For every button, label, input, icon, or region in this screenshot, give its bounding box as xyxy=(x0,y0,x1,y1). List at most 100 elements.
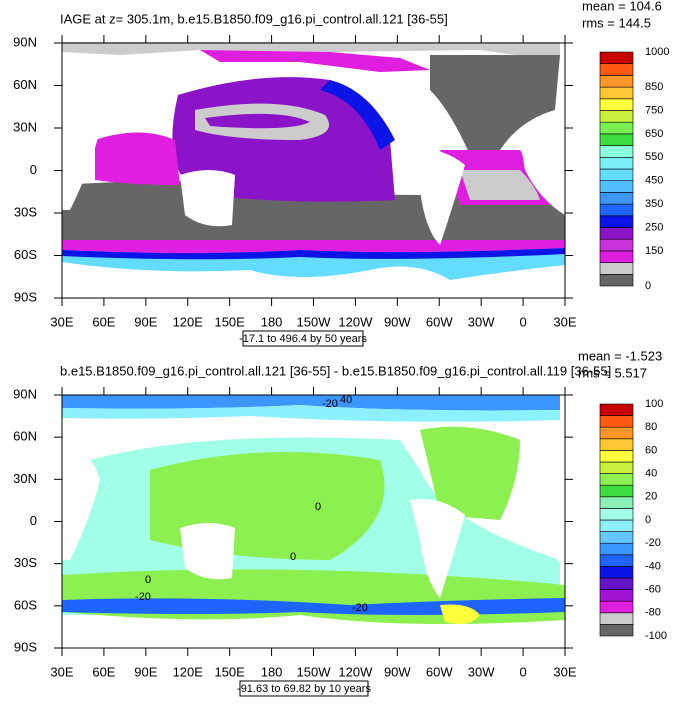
colorbar-tick-label: 80 xyxy=(645,421,657,433)
x-tick-label: 120E xyxy=(173,664,204,679)
colorbar-box xyxy=(599,75,634,88)
contour-label: 0 xyxy=(145,574,151,586)
colorbar-box xyxy=(599,473,634,486)
x-tick-label: 30E xyxy=(50,314,73,329)
arctic xyxy=(62,395,560,411)
colorbar-box xyxy=(599,508,634,521)
colorbar-tick-label: 250 xyxy=(645,221,663,233)
contour-label: -20 xyxy=(322,398,338,410)
colorbar-box xyxy=(599,612,634,625)
y-tick-label: 60N xyxy=(13,429,37,444)
colorbar-box xyxy=(599,519,634,532)
colorbar-box xyxy=(599,600,634,614)
x-tick-label: 180 xyxy=(261,314,283,329)
colorbar-box xyxy=(599,98,634,111)
colorbar-tick-label: -80 xyxy=(645,607,661,619)
colorbar-tick-label: 100 xyxy=(645,398,663,410)
x-tick-label: 60E xyxy=(92,664,115,679)
colorbar-tick-label: 650 xyxy=(645,128,663,140)
contour-label: 0 xyxy=(315,501,321,513)
y-tick-label: 30N xyxy=(13,119,37,134)
colorbar-tick-label: 40 xyxy=(645,468,657,480)
colorbar-box xyxy=(599,484,634,498)
x-tick-label: 90W xyxy=(384,664,411,679)
y-tick-label: 0 xyxy=(30,162,37,177)
colorbar-tick-label: 0 xyxy=(645,514,651,526)
colorbar-box xyxy=(599,168,634,181)
x-tick-label: 90E xyxy=(134,314,157,329)
africa-east xyxy=(62,99,100,210)
x-tick-label: 120E xyxy=(173,314,204,329)
colorbar-tick-label: -100 xyxy=(645,630,667,642)
colorbar-tick-label: 60 xyxy=(645,444,657,456)
colorbar-tick-label: 1000 xyxy=(645,46,669,58)
y-tick-label: 60N xyxy=(13,77,37,92)
x-tick-label: 180 xyxy=(261,664,283,679)
y-tick-label: 90S xyxy=(14,289,37,304)
colorbar-tick-label: -20 xyxy=(645,537,661,549)
colorbar-box xyxy=(599,157,634,170)
map-2: 40 -20 0 0 0 -20 -20 xyxy=(61,394,566,649)
colorbar-tick-label: -60 xyxy=(645,584,661,596)
y-tick-label: 90S xyxy=(14,639,37,654)
mean-text: mean = -1.523 xyxy=(578,348,662,363)
y-tick-label: 0 xyxy=(30,513,37,528)
range-box xyxy=(239,680,369,697)
south-america xyxy=(410,149,465,245)
rms-text: rms = 144.5 xyxy=(582,15,651,30)
x-tick-label: 60E xyxy=(92,314,115,329)
colorbar-box xyxy=(599,203,634,217)
colorbar-box xyxy=(599,192,634,205)
colorbar-box xyxy=(599,415,634,428)
arctic-magenta xyxy=(200,50,430,72)
colorbar-box xyxy=(599,180,634,193)
colorbar-box xyxy=(599,262,634,275)
atlantic-green xyxy=(420,426,520,520)
y-tick-label: 30N xyxy=(13,471,37,486)
x-tick-label: 150E xyxy=(214,314,245,329)
southern-blue xyxy=(62,248,565,260)
atlantic-south-gray xyxy=(460,170,540,200)
colorbar-tick-label: 350 xyxy=(645,198,663,210)
arctic-cyan xyxy=(62,405,560,422)
colorbar-box xyxy=(599,531,634,544)
colorbar-box xyxy=(599,51,634,64)
contour-label: -20 xyxy=(352,602,368,614)
africa-west xyxy=(520,470,565,565)
south-america xyxy=(410,499,465,598)
weddell-yellow xyxy=(440,604,480,624)
colorbar-tick-label: 150 xyxy=(645,245,663,257)
colorbar-box xyxy=(599,215,634,228)
x-tick-label: 90E xyxy=(134,664,157,679)
range-note: -91.63 to 69.82 by 10 years xyxy=(237,683,371,695)
range-note: -17.1 to 496.4 by 50 years xyxy=(239,333,367,345)
colorbar-box xyxy=(599,133,634,146)
africa-east xyxy=(62,449,100,560)
panel-title: b.e15.B1850.f09_g16.pi_control.all.121 [… xyxy=(60,363,611,378)
colorbar-box xyxy=(599,121,634,135)
y-tick-label: 30S xyxy=(14,555,37,570)
x-tick-label: 30W xyxy=(468,664,495,679)
colorbar-box xyxy=(599,63,634,76)
indian-magenta xyxy=(95,132,180,185)
colorbar-tick-label: 0 xyxy=(645,280,651,292)
x-tick-label: 30E xyxy=(50,664,73,679)
x-tick-label: 120W xyxy=(338,664,373,679)
y-tick-label: 30S xyxy=(14,204,37,219)
colorbar-box xyxy=(599,273,634,287)
y-tick-label: 60S xyxy=(14,247,37,262)
contour-label: 0 xyxy=(290,551,296,563)
colorbar-box xyxy=(599,566,634,579)
contour-label: 40 xyxy=(340,394,352,406)
colorbar-tick-label: 450 xyxy=(645,175,663,187)
colorbar-box xyxy=(599,496,634,509)
colorbar-box xyxy=(599,589,634,602)
pacific-core xyxy=(205,113,310,129)
pacific-blue xyxy=(320,80,395,150)
colorbar-box xyxy=(599,461,634,474)
x-tick-label: 60W xyxy=(426,314,453,329)
colorbar-box xyxy=(599,554,634,567)
x-tick-label: 150W xyxy=(297,314,332,329)
mean-text: mean = 104.6 xyxy=(582,0,662,13)
